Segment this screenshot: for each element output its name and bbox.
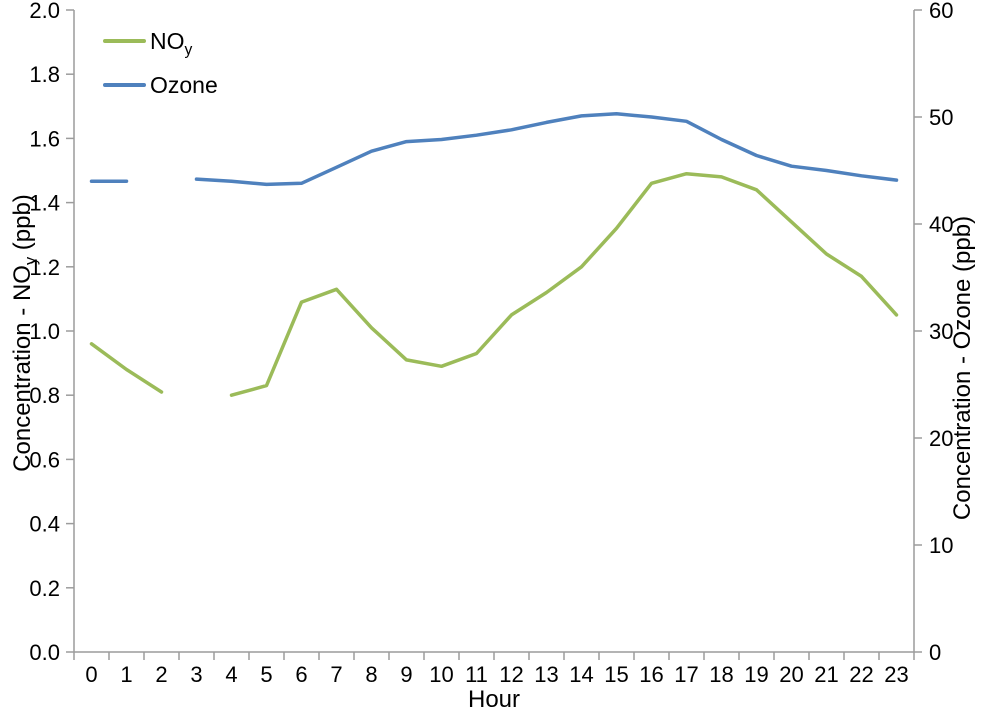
right-axis-tick-label: 60 <box>929 0 953 23</box>
x-axis-tick-label: 21 <box>814 662 838 687</box>
x-axis-tick-label: 15 <box>604 662 628 687</box>
right-axis-tick-label: 0 <box>929 640 941 665</box>
right-axis-tick-label: 30 <box>929 319 953 344</box>
x-axis-tick-label: 18 <box>709 662 733 687</box>
x-axis-tick-label: 0 <box>85 662 97 687</box>
legend: NOy Ozone <box>103 19 218 107</box>
x-axis-tick-label: 16 <box>639 662 663 687</box>
noy-line <box>89 171 899 397</box>
right-axis-tick-label: 10 <box>929 533 953 558</box>
x-axis-tick-label: 7 <box>330 662 342 687</box>
x-axis-tick-label: 10 <box>429 662 453 687</box>
left-axis-tick-label: 0.8 <box>29 383 60 408</box>
x-axis-tick-label: 13 <box>534 662 558 687</box>
left-axis-tick-label: 0.0 <box>29 640 60 665</box>
right-axis-title: Concentration - Ozone (ppb) <box>949 215 976 521</box>
x-axis-tick-label: 6 <box>295 662 307 687</box>
x-axis-tick-label: 1 <box>120 662 132 687</box>
left-axis-tick-label: 0.6 <box>29 447 60 472</box>
x-axis-tick-label: 2 <box>155 662 167 687</box>
ozone-line-swatch <box>103 83 146 87</box>
x-axis-tick-label: 11 <box>465 662 488 687</box>
legend-label-noy: NOy <box>150 27 193 59</box>
x-axis-tick-label: 4 <box>225 662 237 687</box>
x-axis-tick-label: 9 <box>400 662 412 687</box>
left-axis-tick-label: 1.2 <box>29 255 60 280</box>
left-axis-tick-label: 0.4 <box>29 512 60 537</box>
x-axis-tick-label: 17 <box>674 662 698 687</box>
x-axis-tick-label: 3 <box>190 662 202 687</box>
left-axis-tick-label: 1.4 <box>29 191 60 216</box>
left-axis-tick-label: 1.8 <box>29 62 60 87</box>
x-axis-tick-label: 23 <box>884 662 908 687</box>
left-axis-tick-label: 0.2 <box>29 576 60 601</box>
legend-item-ozone: Ozone <box>103 63 218 107</box>
x-axis-tick-label: 14 <box>569 662 593 687</box>
right-axis-tick-label: 20 <box>929 426 953 451</box>
right-axis-tick-label: 50 <box>929 105 953 130</box>
left-axis-tick-label: 1.0 <box>29 319 60 344</box>
x-axis-tick-label: 20 <box>779 662 803 687</box>
ozone-line <box>89 112 899 187</box>
x-axis-title: Hour <box>467 686 521 711</box>
left-axis-tick-label: 1.6 <box>29 126 60 151</box>
right-axis-tick-label: 40 <box>929 212 953 237</box>
legend-label-ozone: Ozone <box>150 71 218 98</box>
left-axis-tick-label: 2.0 <box>29 0 60 23</box>
x-axis-tick-label: 19 <box>744 662 768 687</box>
left-axis-title: Concentration - NOy (ppb) <box>9 194 40 472</box>
x-axis-tick-label: 12 <box>499 662 523 687</box>
x-axis-tick-label: 22 <box>849 662 873 687</box>
noy-line-swatch <box>103 39 146 43</box>
x-axis-tick-label: 5 <box>260 662 272 687</box>
legend-item-noy: NOy <box>103 19 218 63</box>
x-axis-tick-label: 8 <box>365 662 377 687</box>
